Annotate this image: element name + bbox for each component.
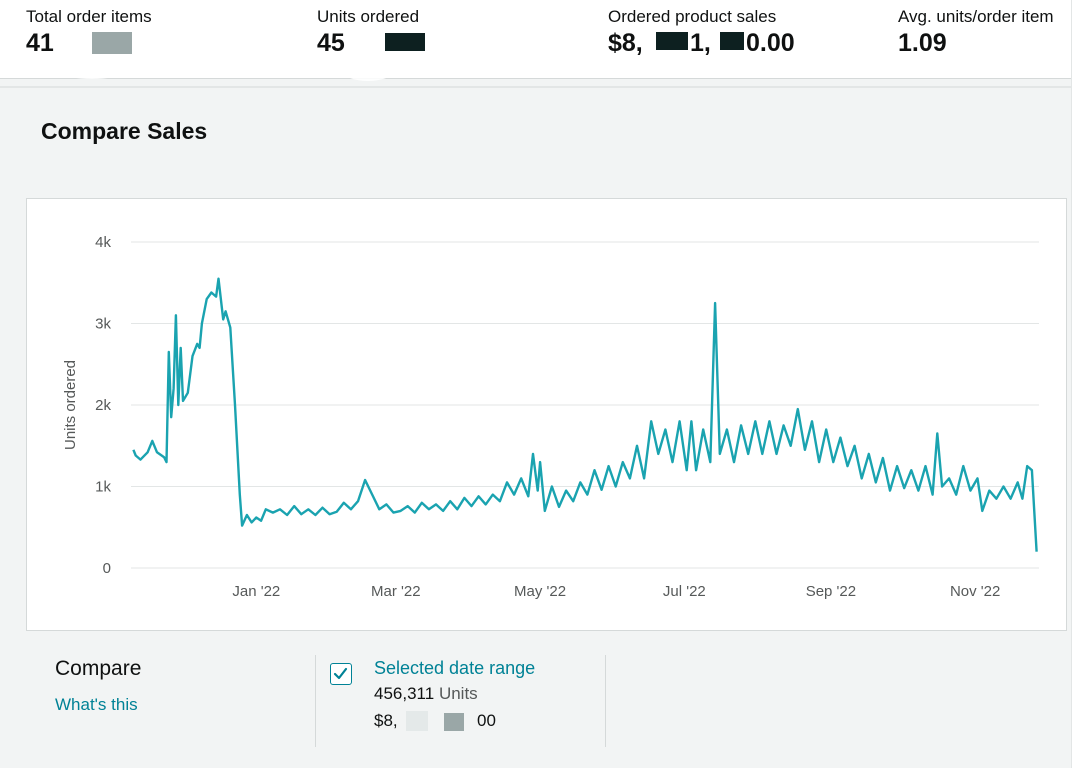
redaction-block [406,711,428,731]
legend-sales: $8, 00 [374,711,496,731]
x-tick-label: Nov '22 [950,583,1000,600]
y-tick-label: 1k [95,479,111,496]
redaction-block [444,713,464,731]
metric-value: 1.09 [898,29,947,57]
compare-block: Compare What's this [55,657,141,715]
scrollbar-track[interactable] [1071,0,1080,768]
y-tick-label: 4k [95,234,111,251]
redaction-smudge [343,61,393,81]
metric-value-part: $8, [608,29,643,57]
redaction-block [92,32,132,54]
metric-avg-units-per-order-item: Avg. units/order item 1.09 [898,7,1054,58]
y-tick-label: 0 [103,560,111,577]
legend-units: 456,311 Units [374,684,478,704]
divider [605,655,606,747]
section-title: Compare Sales [41,118,208,144]
redaction-block [385,33,425,51]
legend-sales-suffix: 00 [477,711,496,730]
metric-value-part: 1, [690,29,711,57]
sales-chart: 0 1k 2k 3k 4k Jan '22 Mar '22 May '22 Jul '22 Se… [26,198,1067,631]
whats-this-link[interactable]: What's this [55,695,138,714]
x-tick-label: Sep '22 [806,583,856,600]
chart-svg: 0 1k 2k 3k 4k Jan '22 Mar '22 May '22 Jul '22 Se… [62,234,1039,600]
metric-label: Avg. units/order item [898,7,1054,26]
metric-label: Total order items [26,7,152,26]
metric-ordered-product-sales: Ordered product sales $8, 1, 0.00 [608,7,795,58]
metric-label: Ordered product sales [608,7,777,26]
redaction-block [656,32,688,50]
legend-sales-prefix: $8, [374,711,398,730]
metric-value-part: 0.00 [746,29,795,57]
metric-value: $8, 1, 0.00 [608,29,795,58]
metric-label: Units ordered [317,7,420,26]
divider [315,655,316,747]
compare-title: Compare [55,657,142,680]
selected-date-range-checkbox[interactable] [330,663,352,685]
checkmark-icon [333,667,348,680]
y-tick-labels: 0 1k 2k 3k 4k [95,234,111,577]
y-axis-label: Units ordered [62,360,79,450]
metric-value-text: 41 [26,29,54,57]
metric-value: 41 [26,29,152,58]
x-tick-label: May '22 [514,583,566,600]
metrics-bar: Total order items 41 Units ordered 45 Or… [0,0,1072,81]
x-tick-label: Jul '22 [663,583,706,600]
y-tick-label: 2k [95,397,111,414]
metric-units-ordered: Units ordered 45 [317,7,425,81]
metric-value: 45 [317,29,425,58]
metric-total-order-items: Total order items 41 [26,7,152,79]
legend-units-word: Units [438,684,478,703]
redaction-smudge [62,65,122,79]
chart-gridlines [131,241,1039,569]
x-tick-label: Jan '22 [232,583,280,600]
legend-label-selected-date-range: Selected date range [374,658,536,678]
divider [0,86,1072,88]
x-tick-label: Mar '22 [371,583,421,600]
redaction-block [720,32,744,50]
y-tick-label: 3k [95,316,111,333]
series-line-selected-date-range [132,277,1038,552]
legend-units-value: 456,311 [374,684,435,703]
metric-value-text: 45 [317,29,345,57]
x-tick-labels: Jan '22 Mar '22 May '22 Jul '22 Sep '22 Nov '… [232,583,1000,600]
